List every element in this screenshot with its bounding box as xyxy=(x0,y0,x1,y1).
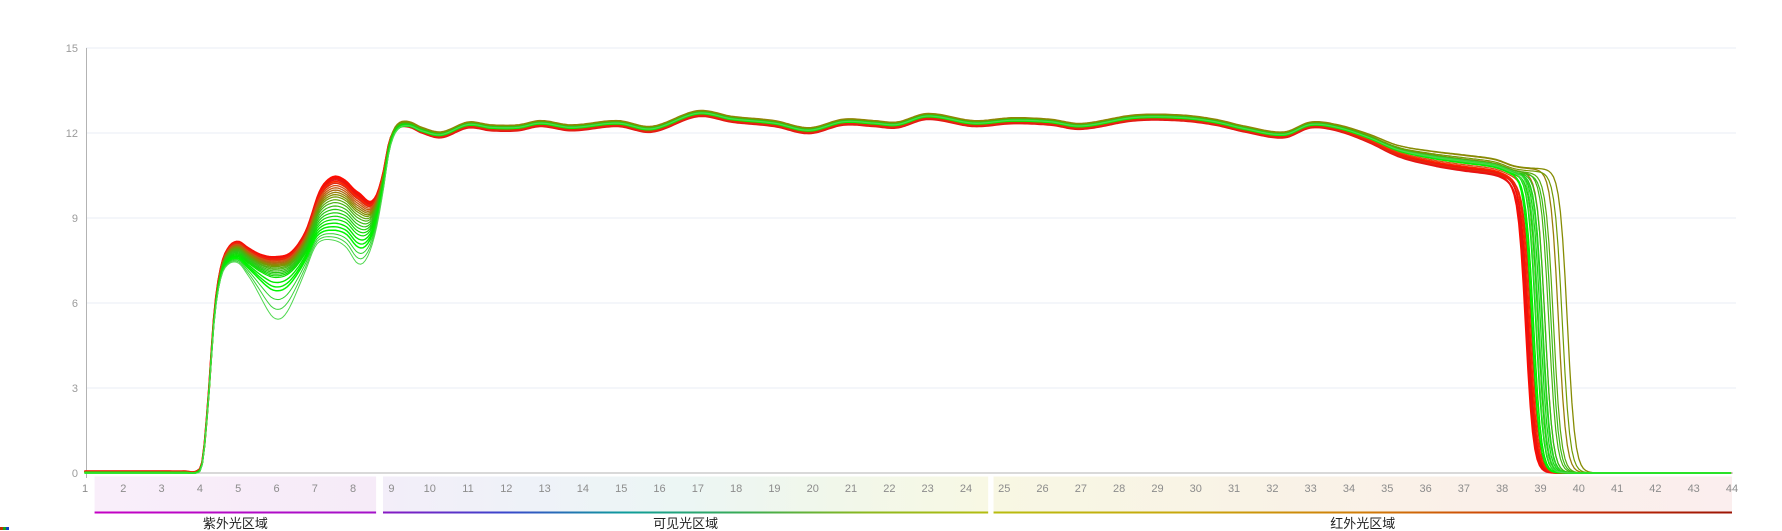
x-tick-label: 24 xyxy=(960,483,972,495)
axes-layer xyxy=(85,48,1733,478)
region-band-uv xyxy=(94,476,377,512)
x-tick-label: 17 xyxy=(692,483,704,495)
x-tick-label: 10 xyxy=(424,483,436,495)
x-tick-label: 1 xyxy=(82,483,88,495)
series-layer xyxy=(84,109,1732,474)
x-tick-label: 12 xyxy=(500,483,512,495)
x-tick-label: 8 xyxy=(350,483,356,495)
x-tick-label: 3 xyxy=(159,483,165,495)
x-tick-label: 14 xyxy=(577,483,589,495)
y-tick-label: 15 xyxy=(66,43,78,55)
region-label-infrared: 红外光区域 xyxy=(1330,516,1395,531)
x-tick-label: 30 xyxy=(1190,483,1202,495)
series-line-green-outlier xyxy=(84,112,1731,474)
x-tick-label: 6 xyxy=(273,483,279,495)
x-tick-label: 18 xyxy=(730,483,742,495)
x-tick-label: 4 xyxy=(197,483,203,495)
corner-artifact xyxy=(0,527,9,530)
x-tick-label: 20 xyxy=(807,483,819,495)
x-tick-label: 9 xyxy=(388,483,394,495)
region-bands-layer: 紫外光区域 可见光区域 红外光区域 xyxy=(94,476,1732,531)
x-tick-label: 25 xyxy=(998,483,1010,495)
x-tick-label: 42 xyxy=(1649,483,1661,495)
region-label-visible: 可见光区域 xyxy=(653,516,718,531)
artifact-pixel xyxy=(6,527,9,530)
x-tick-label: 43 xyxy=(1688,483,1700,495)
x-tick-label: 29 xyxy=(1151,483,1163,495)
x-tick-label: 32 xyxy=(1266,483,1278,495)
x-tick-label: 22 xyxy=(883,483,895,495)
x-tick-label: 44 xyxy=(1726,483,1738,495)
x-tick-label: 7 xyxy=(312,483,318,495)
x-tick-label: 33 xyxy=(1305,483,1317,495)
x-tick-label: 5 xyxy=(235,483,241,495)
series-line-olive-2 xyxy=(84,110,1732,474)
x-tick-label: 39 xyxy=(1534,483,1546,495)
region-band-infrared xyxy=(993,476,1732,512)
y-tick-label: 6 xyxy=(72,298,78,310)
x-tick-label: 37 xyxy=(1458,483,1470,495)
series-line-red-5 xyxy=(84,114,1732,474)
series-line-red-4 xyxy=(84,113,1732,474)
artifact-pixel xyxy=(3,527,6,530)
x-tick-label: 19 xyxy=(768,483,780,495)
x-tick-label: 35 xyxy=(1381,483,1393,495)
x-tick-label: 11 xyxy=(462,483,473,495)
series-line-red-3 xyxy=(84,115,1732,474)
x-tick-label: 21 xyxy=(845,483,857,495)
x-tick-label: 31 xyxy=(1228,483,1240,495)
x-tick-label: 41 xyxy=(1611,483,1623,495)
x-tick-label: 36 xyxy=(1419,483,1431,495)
series-line-green-2 xyxy=(84,111,1732,474)
x-tick-label: 2 xyxy=(120,483,126,495)
y-tick-label: 9 xyxy=(72,213,78,225)
x-tick-label: 34 xyxy=(1343,483,1355,495)
x-tick-label: 28 xyxy=(1113,483,1125,495)
region-underline-uv xyxy=(94,511,377,514)
x-tick-label: 40 xyxy=(1573,483,1585,495)
x-tick-label: 13 xyxy=(539,483,551,495)
artifact-pixel xyxy=(0,527,3,530)
region-underline-visible xyxy=(382,511,989,514)
region-underline-infrared xyxy=(993,511,1732,514)
x-tick-label: 26 xyxy=(1036,483,1048,495)
x-tick-label: 38 xyxy=(1496,483,1508,495)
x-tick-label: 16 xyxy=(653,483,665,495)
y-tick-label: 3 xyxy=(72,383,78,395)
x-tick-label: 15 xyxy=(615,483,627,495)
x-tick-label: 23 xyxy=(922,483,934,495)
series-line-orange-1 xyxy=(84,113,1732,474)
x-tick-label: 27 xyxy=(1075,483,1087,495)
region-band-visible xyxy=(382,476,989,512)
y-tick-label: 0 xyxy=(72,468,78,480)
region-label-uv: 紫外光区域 xyxy=(203,516,268,531)
y-tick-label: 12 xyxy=(66,128,78,140)
gridlines-layer xyxy=(86,47,1736,389)
